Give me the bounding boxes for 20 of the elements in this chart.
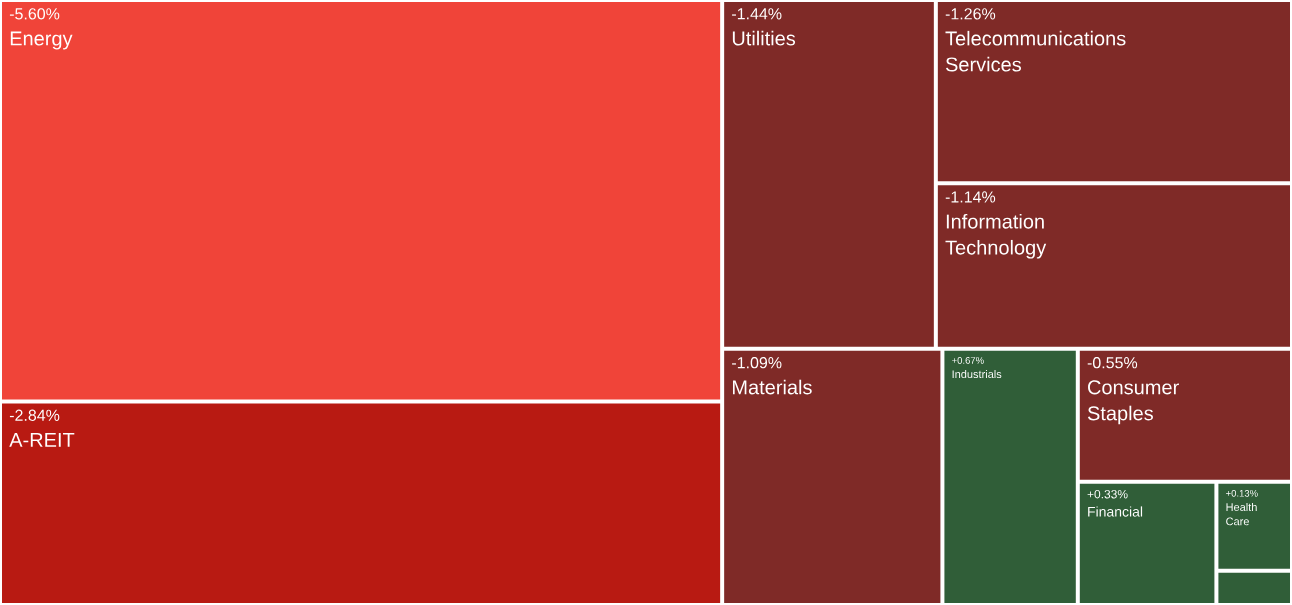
category-label: Utilities	[732, 30, 796, 46]
data-label: -5.60%	[9, 8, 60, 20]
data-label: -2.84%	[9, 409, 60, 421]
data-label: +0.13%	[1226, 489, 1258, 497]
category-label: Information Technology	[945, 213, 1047, 259]
category-label: Financial	[1088, 506, 1143, 517]
data-label: -1.26%	[945, 8, 996, 20]
data-label: -0.55%	[1087, 357, 1138, 369]
data-label: +0.67%	[952, 357, 984, 364]
data-label: -1.14%	[945, 191, 996, 203]
data-label: +0.33%	[1087, 489, 1128, 499]
category-label: Health Care	[1226, 502, 1257, 526]
category-label: Telecommunications Services	[945, 30, 1126, 72]
data-label: -1.09%	[732, 357, 782, 369]
category-label: Industrials	[952, 369, 1002, 379]
category-label: Energy	[10, 31, 73, 50]
category-label: Consumer Staples	[1087, 380, 1179, 425]
category-label: Materials	[732, 379, 812, 395]
category-label: A-REIT	[9, 433, 75, 447]
data-label: -1.44%	[732, 8, 782, 20]
